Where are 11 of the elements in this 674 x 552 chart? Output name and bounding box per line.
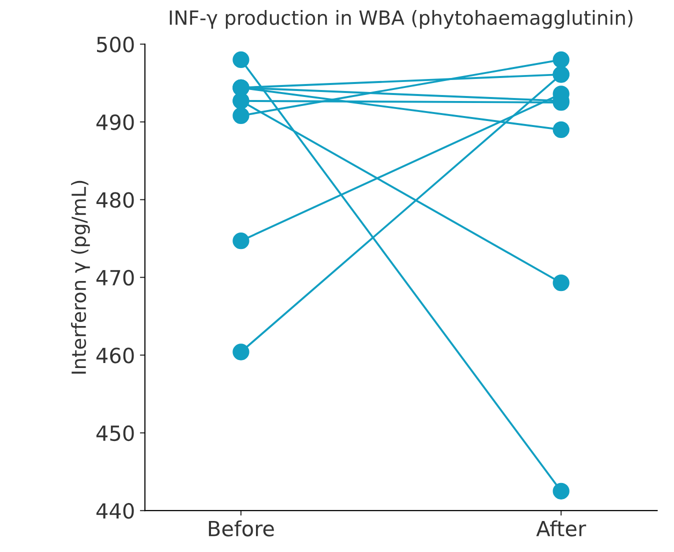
y-axis-title: Interferon γ (pg/mL) (71, 180, 90, 374)
x-tick-label: After (536, 520, 586, 536)
y-tick-label: 490 (96, 114, 134, 130)
x-tick-label: Before (208, 520, 274, 536)
y-tick-label: 450 (96, 425, 134, 442)
y-tick-label: 460 (96, 348, 134, 364)
y-tick-label: 470 (96, 270, 134, 286)
y-tick-label: 500 (97, 36, 134, 52)
chart-title: INF-γ production in WBA (phytohaemagglutinin) (170, 10, 632, 29)
y-tick-label: 480 (96, 192, 134, 208)
y-tick-label: 440 (96, 503, 134, 519)
